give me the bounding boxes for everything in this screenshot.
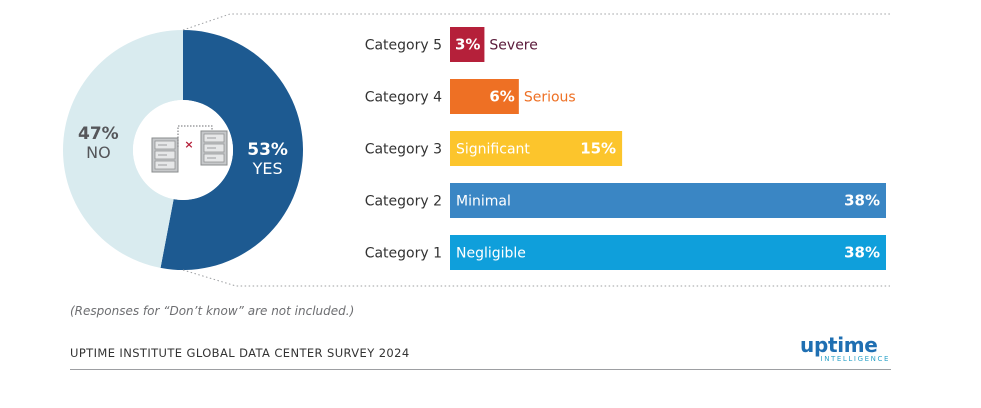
- bar-value-label: 3%: [455, 36, 480, 54]
- bar-significant: [450, 131, 623, 166]
- brand-tagline: INTELLIGENCE: [820, 355, 890, 363]
- donut-hole: [133, 100, 233, 200]
- bar-value-label: 38%: [844, 244, 880, 262]
- cable-line: [177, 125, 213, 147]
- bar-value-label: 38%: [844, 192, 880, 210]
- brand-logo: uptime INTELLIGENCE: [790, 333, 890, 369]
- bar-minimal: [450, 183, 886, 218]
- footnote: (Responses for “Don’t know” are not incl…: [70, 304, 355, 318]
- server-rack-icon: [200, 130, 228, 166]
- bar-descriptor: Severe: [489, 38, 537, 54]
- connector-bottom: [182, 269, 890, 287]
- brand-wordmark: uptime: [800, 333, 878, 357]
- bar-descriptor: Minimal: [456, 194, 511, 210]
- donut-slice-no: [62, 30, 183, 268]
- bar-chart: Category 5 3% Severe Category 4 6% Serious Cat…: [365, 27, 886, 270]
- category-label: Category 2: [365, 194, 442, 210]
- bar-value-label: 6%: [489, 88, 514, 106]
- donut-slice-yes: [160, 30, 303, 270]
- disconnect-x-icon: ×: [184, 138, 193, 151]
- server-rack-icon: [151, 137, 179, 173]
- bar-serious: [450, 79, 519, 114]
- server-disconnect-icon: ×: [151, 125, 228, 173]
- donut-label-yes: YES: [252, 159, 283, 178]
- category-label: Category 4: [365, 90, 442, 106]
- donut-label-no: NO: [86, 143, 111, 162]
- bar-negligible: [450, 235, 886, 270]
- bar-descriptor: Serious: [524, 90, 576, 106]
- donut-value-no: 47%: [78, 124, 119, 144]
- category-label: Category 5: [365, 38, 442, 54]
- footer-rule: [70, 369, 891, 370]
- bar-descriptor: Negligible: [456, 246, 526, 262]
- bar-descriptor: Significant: [456, 142, 530, 158]
- source-line: UPTIME INSTITUTE GLOBAL DATA CENTER SURV…: [70, 346, 410, 360]
- bar-value-label: 15%: [580, 140, 616, 158]
- donut-chart: 53%YES 47%NO: [62, 30, 303, 270]
- bar-severe: [450, 27, 485, 62]
- connector-lines: [182, 13, 890, 287]
- category-label: Category 3: [365, 142, 442, 158]
- category-label: Category 1: [365, 246, 442, 262]
- connector-top: [182, 13, 890, 31]
- donut-value-yes: 53%: [247, 140, 288, 160]
